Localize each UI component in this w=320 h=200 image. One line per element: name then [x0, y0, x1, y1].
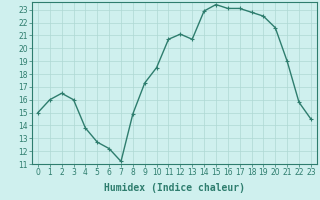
- X-axis label: Humidex (Indice chaleur): Humidex (Indice chaleur): [104, 183, 245, 193]
